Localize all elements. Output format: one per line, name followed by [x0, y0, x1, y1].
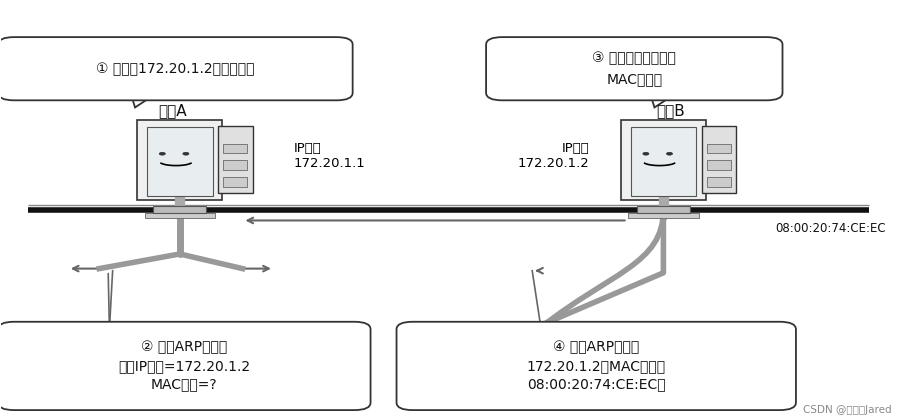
Text: 主机B: 主机B	[656, 103, 685, 118]
Circle shape	[642, 152, 649, 155]
FancyBboxPatch shape	[0, 322, 370, 410]
Text: IP地址: IP地址	[561, 142, 589, 155]
FancyBboxPatch shape	[153, 206, 206, 213]
FancyBboxPatch shape	[620, 120, 705, 200]
Text: ④ 发送ARP响应包: ④ 发送ARP响应包	[552, 341, 639, 354]
Text: ③ 让我来告诉你我的: ③ 让我来告诉你我的	[592, 51, 675, 65]
Text: 目标IP地址=172.20.1.2: 目标IP地址=172.20.1.2	[118, 359, 250, 373]
Text: 172.20.1.2: 172.20.1.2	[517, 157, 589, 170]
FancyBboxPatch shape	[628, 213, 698, 218]
Polygon shape	[130, 93, 158, 108]
FancyBboxPatch shape	[223, 160, 247, 170]
FancyBboxPatch shape	[0, 37, 353, 100]
Circle shape	[182, 152, 189, 155]
FancyBboxPatch shape	[138, 120, 222, 200]
Text: 08:00:20:74:CE:EC。: 08:00:20:74:CE:EC。	[527, 377, 665, 391]
Text: 主机A: 主机A	[158, 103, 186, 118]
FancyBboxPatch shape	[706, 160, 730, 170]
Circle shape	[666, 152, 671, 155]
FancyBboxPatch shape	[223, 177, 247, 186]
FancyBboxPatch shape	[706, 144, 730, 153]
Circle shape	[159, 152, 165, 155]
Text: IP地址: IP地址	[293, 142, 322, 155]
FancyBboxPatch shape	[145, 213, 215, 218]
Text: ① 希望与172.20.1.2进行通信。: ① 希望与172.20.1.2进行通信。	[96, 62, 254, 76]
FancyBboxPatch shape	[636, 206, 690, 213]
Text: 172.20.1.2的MAC地址为: 172.20.1.2的MAC地址为	[526, 359, 665, 373]
Text: ② 发送ARP请求包: ② 发送ARP请求包	[141, 341, 227, 354]
Text: CSDN @程序员Jared: CSDN @程序员Jared	[803, 405, 891, 415]
FancyBboxPatch shape	[701, 126, 735, 193]
FancyBboxPatch shape	[218, 126, 252, 193]
Text: MAC地址=?: MAC地址=?	[151, 377, 218, 391]
FancyBboxPatch shape	[706, 177, 730, 186]
FancyBboxPatch shape	[223, 144, 247, 153]
Text: MAC地址。: MAC地址。	[606, 72, 661, 86]
FancyBboxPatch shape	[396, 322, 795, 410]
FancyBboxPatch shape	[486, 37, 782, 100]
Text: 08:00:20:74:CE:EC: 08:00:20:74:CE:EC	[774, 222, 885, 235]
FancyBboxPatch shape	[630, 126, 695, 196]
Text: 172.20.1.1: 172.20.1.1	[293, 157, 365, 170]
Polygon shape	[650, 93, 676, 108]
FancyBboxPatch shape	[147, 126, 212, 196]
